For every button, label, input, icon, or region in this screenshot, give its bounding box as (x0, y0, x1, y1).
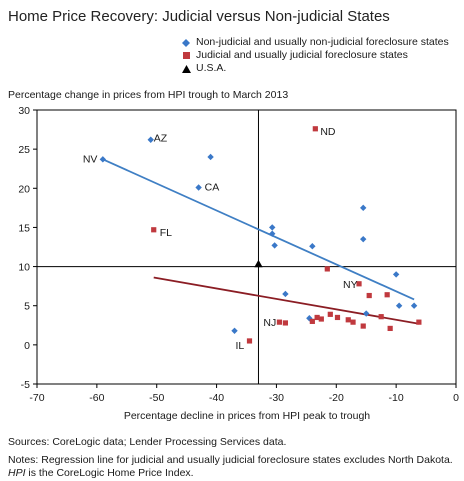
triangle-marker-icon (180, 63, 192, 75)
y-tick-label-4: 15 (18, 222, 30, 234)
x-tick-label-2: -50 (149, 392, 164, 404)
legend-label-nonjudicial: Non-judicial and usually non-judicial fo… (196, 36, 449, 48)
legend-item-nonjudicial: Non-judicial and usually non-judicial fo… (180, 36, 449, 49)
data-point-s1-2 (324, 266, 330, 272)
legend-label-judicial: Judicial and usually judicial foreclosur… (196, 49, 408, 61)
data-point-s1-3 (356, 281, 362, 287)
data-point-s1-1 (151, 227, 157, 233)
x-tick-label-3: -40 (209, 392, 224, 404)
point-label-ca: CA (205, 182, 220, 194)
data-point-s1-11 (327, 311, 333, 317)
y-tick-label-2: 5 (24, 301, 30, 313)
regression-line-1 (153, 276, 420, 325)
data-point-s1-10 (318, 316, 324, 322)
legend-label-usa: U.S.A. (196, 62, 227, 74)
data-point-s1-12 (334, 314, 341, 321)
data-point-s1-19 (246, 338, 253, 344)
data-point-s0-0 (99, 156, 107, 163)
legend: Non-judicial and usually non-judicial fo… (180, 36, 449, 75)
x-tick-label-5: -20 (329, 392, 344, 404)
data-point-s0-9 (360, 235, 367, 243)
data-point-s1-7 (282, 320, 289, 326)
point-label-nj: NJ (263, 317, 276, 329)
data-point-s1-5 (384, 292, 390, 298)
data-point-s1-15 (360, 323, 366, 329)
data-point-s1-13 (345, 317, 351, 323)
data-point-s0-13 (282, 290, 289, 298)
regression-line-0 (102, 158, 415, 301)
data-point-s1-18 (416, 319, 422, 325)
y-tick-label-5: 20 (18, 183, 30, 195)
data-point-s1-0 (312, 126, 318, 132)
data-point-s0-7 (309, 243, 316, 250)
data-point-s0-3 (195, 184, 202, 191)
data-point-s1-9 (314, 314, 320, 321)
x-tick-label-6: -10 (389, 392, 404, 404)
point-label-ny: NY (343, 279, 358, 291)
data-point-s1-14 (350, 319, 356, 325)
data-point-s0-1 (147, 136, 154, 143)
point-label-nv: NV (83, 153, 98, 165)
x-tick-label-1: -60 (89, 392, 104, 404)
y-tick-label-6: 25 (18, 144, 30, 156)
y-axis-label: Percentage change in prices from HPI tro… (8, 89, 289, 101)
notes-line-1: Notes: Regression line for judicial and … (8, 454, 453, 466)
x-axis-label: Percentage decline in prices from HPI pe… (123, 410, 371, 422)
data-point-s0-11 (410, 302, 418, 309)
y-tick-label-7: 30 (18, 105, 30, 117)
data-point-s0-12 (395, 302, 403, 309)
x-tick-label-4: -30 (269, 392, 284, 404)
x-tick-label-7: 0 (453, 392, 459, 404)
data-point-s1-16 (378, 314, 384, 320)
data-point-s1-4 (366, 292, 372, 299)
legend-item-judicial: Judicial and usually judicial foreclosur… (180, 49, 449, 62)
data-point-s0-2 (207, 153, 214, 161)
notes-hpi-term: HPI (8, 467, 26, 479)
x-tick-label-0: -70 (29, 392, 44, 404)
data-point-s0-5 (269, 230, 276, 237)
data-point-s0-8 (360, 204, 367, 212)
point-label-fl: FL (160, 227, 172, 239)
notes-line-2: HPI is the CoreLogic Home Price Index. (8, 467, 453, 480)
point-label-il: IL (235, 340, 244, 352)
notes: Notes: Regression line for judicial and … (8, 454, 453, 480)
data-point-s0-4 (269, 224, 276, 231)
legend-item-usa: U.S.A. (180, 62, 449, 75)
data-point-s1-8 (309, 318, 315, 324)
chart-title: Home Price Recovery: Judicial versus Non… (8, 8, 390, 25)
data-point-s0-6 (271, 242, 278, 249)
y-tick-label-1: 0 (24, 340, 30, 352)
square-marker-icon (180, 50, 192, 62)
data-point-s0-10 (392, 271, 400, 278)
data-point-s0-15 (363, 310, 370, 317)
notes-hpi-definition: is the CoreLogic Home Price Index. (25, 467, 194, 479)
plot-frame (36, 109, 457, 385)
data-point-s2-0 (254, 259, 263, 268)
data-point-s0-16 (231, 327, 238, 334)
y-tick-label-3: 10 (18, 262, 30, 274)
data-point-s1-17 (387, 325, 393, 332)
diamond-marker-icon (180, 37, 192, 49)
data-point-s1-6 (276, 319, 283, 325)
point-label-nd: ND (320, 126, 336, 138)
y-tick-label-0: -5 (21, 379, 30, 391)
point-label-az: AZ (154, 133, 168, 145)
sources-note: Sources: CoreLogic data; Lender Processi… (8, 436, 287, 448)
